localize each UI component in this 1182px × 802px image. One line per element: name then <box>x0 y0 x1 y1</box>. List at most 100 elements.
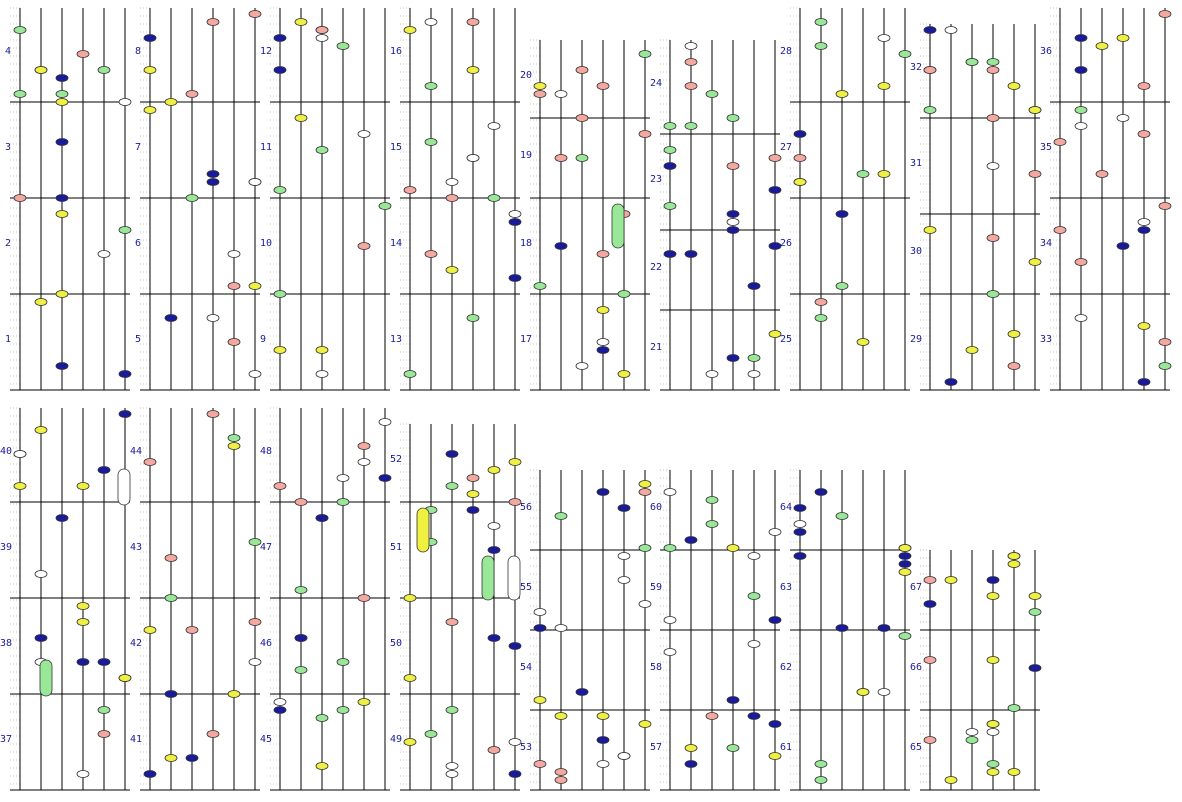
note-yellow <box>1007 552 1021 560</box>
sustained-note-yellow <box>416 507 430 553</box>
note-pink <box>13 194 27 202</box>
note-pink <box>206 18 220 26</box>
note-yellow <box>164 98 178 106</box>
note-blue <box>378 474 392 482</box>
note-pink <box>533 760 547 768</box>
note-yellow <box>34 426 48 434</box>
note-green <box>403 370 417 378</box>
note-green <box>986 760 1000 768</box>
note-blue <box>508 218 522 226</box>
note-yellow <box>143 626 157 634</box>
note-white <box>986 162 1000 170</box>
measure-number: 9 <box>260 334 266 345</box>
note-green <box>336 658 350 666</box>
note-pink <box>1028 170 1042 178</box>
note-white <box>617 552 631 560</box>
note-pink <box>315 26 329 34</box>
note-green <box>424 730 438 738</box>
note-white <box>445 762 459 770</box>
strip-14: 56 55 54 53 <box>520 469 652 791</box>
note-yellow <box>403 26 417 34</box>
note-white <box>273 698 287 706</box>
note-pink <box>424 250 438 258</box>
note-blue <box>898 552 912 560</box>
strip-5: 20 19 18 17 <box>520 39 652 391</box>
note-yellow <box>357 698 371 706</box>
measure-number: 63 <box>780 582 792 593</box>
note-green <box>55 90 69 98</box>
measure-number: 23 <box>650 174 662 185</box>
note-yellow <box>1007 560 1021 568</box>
measure-number: 16 <box>390 46 402 57</box>
note-yellow <box>986 656 1000 664</box>
measure-number: 39 <box>0 542 12 553</box>
note-white <box>747 370 761 378</box>
note-yellow <box>1007 82 1021 90</box>
note-white <box>315 370 329 378</box>
note-yellow <box>726 544 740 552</box>
measure-number: 22 <box>650 262 662 273</box>
note-green <box>315 146 329 154</box>
strip-16: 64 63 62 61 <box>780 469 912 791</box>
note-pink <box>554 154 568 162</box>
note-pink <box>986 114 1000 122</box>
note-green <box>814 314 828 322</box>
note-green <box>97 706 111 714</box>
note-blue <box>76 658 90 666</box>
note-yellow <box>617 370 631 378</box>
note-yellow <box>1007 330 1021 338</box>
note-white <box>378 418 392 426</box>
note-green <box>726 744 740 752</box>
note-yellow <box>445 266 459 274</box>
note-white <box>487 522 501 530</box>
note-pink <box>768 154 782 162</box>
note-blue <box>898 560 912 568</box>
note-green <box>336 42 350 50</box>
note-blue <box>55 194 69 202</box>
note-green <box>814 760 828 768</box>
note-green <box>378 202 392 210</box>
note-yellow <box>923 226 937 234</box>
measure-number: 33 <box>1040 334 1052 345</box>
note-white <box>248 178 262 186</box>
note-white <box>965 728 979 736</box>
measure-number: 28 <box>780 46 792 57</box>
note-blue <box>508 274 522 282</box>
note-blue <box>684 760 698 768</box>
measure-number: 61 <box>780 742 792 753</box>
note-green <box>185 194 199 202</box>
note-blue <box>923 26 937 34</box>
note-pink <box>227 338 241 346</box>
note-green <box>336 706 350 714</box>
note-white <box>575 362 589 370</box>
measure-number: 24 <box>650 78 662 89</box>
note-blue <box>97 658 111 666</box>
note-green <box>747 354 761 362</box>
note-yellow <box>533 82 547 90</box>
strip-17: 67 66 65 <box>910 549 1042 791</box>
note-yellow <box>76 618 90 626</box>
note-yellow <box>487 466 501 474</box>
measure-number: 8 <box>135 46 141 57</box>
note-green <box>294 586 308 594</box>
note-yellow <box>403 674 417 682</box>
note-green <box>835 282 849 290</box>
note-white <box>617 752 631 760</box>
note-green <box>315 714 329 722</box>
measure-number: 44 <box>130 446 142 457</box>
note-blue <box>445 450 459 458</box>
note-white <box>487 122 501 130</box>
note-pink <box>445 194 459 202</box>
note-pink <box>273 482 287 490</box>
note-pink <box>1053 226 1067 234</box>
strip-2: 8 7 6 5 <box>135 7 262 391</box>
note-pink <box>185 90 199 98</box>
note-pink <box>466 18 480 26</box>
note-blue <box>1137 378 1151 386</box>
measure-number: 2 <box>5 238 11 249</box>
note-white <box>76 770 90 778</box>
note-blue <box>554 242 568 250</box>
note-blue <box>575 688 589 696</box>
note-blue <box>466 506 480 514</box>
note-green <box>424 138 438 146</box>
